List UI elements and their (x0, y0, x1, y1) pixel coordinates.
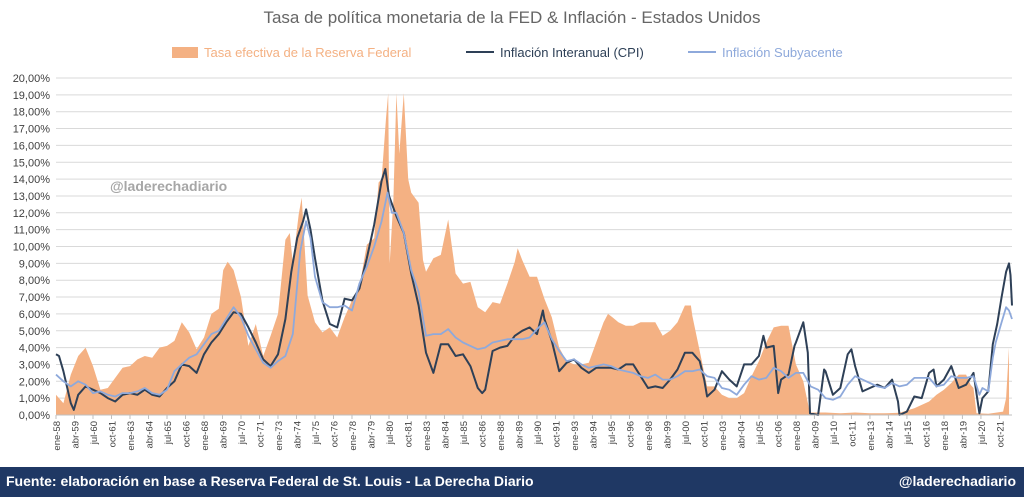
x-tick-label: abr-09 (810, 421, 821, 448)
legend-label-fed-rate: Tasa efectiva de la Reserva Federal (204, 44, 412, 60)
x-tick-label: abr-69 (218, 421, 229, 448)
y-tick-label: 7,00% (19, 292, 50, 304)
x-tick-label: ene-83 (422, 421, 433, 451)
x-tick-label: oct-66 (181, 421, 192, 447)
x-tick-label: oct-11 (847, 421, 858, 447)
y-tick-label: 12,00% (13, 208, 51, 220)
series-line-cpi (55, 168, 1013, 416)
x-tick-label: jul-70 (237, 421, 248, 445)
x-tick-label: oct-96 (625, 421, 636, 447)
x-tick-label: abr-99 (662, 421, 673, 448)
y-tick-label: 10,00% (13, 242, 51, 254)
legend-item-fed-rate: Tasa efectiva de la Reserva Federal (172, 42, 411, 62)
x-tick-label: ene-13 (866, 421, 877, 451)
chart-legend: Tasa efectiva de la Reserva Federal Infl… (0, 42, 1024, 62)
y-tick-label: 8,00% (19, 275, 50, 287)
y-tick-label: 6,00% (19, 309, 50, 321)
x-tick-label: oct-71 (255, 421, 266, 447)
y-tick-label: 18,00% (13, 107, 51, 119)
x-tick-label: oct-21 (995, 421, 1006, 447)
x-tick-label: abr-84 (440, 421, 451, 448)
x-tick-label: abr-64 (144, 421, 155, 448)
x-tick-label: jul-60 (89, 421, 100, 445)
x-tick-label: abr-89 (514, 421, 525, 448)
x-tick-label: ene-98 (644, 421, 655, 451)
legend-label-core: Inflación Subyacente (722, 44, 843, 60)
x-tick-label: ene-68 (200, 421, 211, 451)
x-tick-label: abr-94 (588, 421, 599, 448)
x-tick-label: jul-20 (977, 421, 988, 445)
x-tick-label: abr-79 (366, 421, 377, 448)
x-tick-label: jul-80 (385, 421, 396, 445)
x-tick-label: oct-01 (699, 421, 710, 447)
y-tick-label: 16,00% (13, 140, 51, 152)
legend-label-cpi: Inflación Interanual (CPI) (500, 44, 644, 60)
x-tick-label: ene-03 (718, 421, 729, 451)
x-tick-label: ene-88 (496, 421, 507, 451)
x-tick-label: jul-00 (681, 421, 692, 445)
watermark: @laderechadiario (110, 178, 228, 194)
x-tick-label: ene-93 (570, 421, 581, 451)
x-tick-label: jul-65 (163, 421, 174, 445)
y-tick-label: 20,00% (13, 73, 51, 85)
y-tick-label: 14,00% (13, 174, 51, 186)
x-tick-label: abr-14 (884, 421, 895, 448)
x-tick-label: abr-19 (958, 421, 969, 448)
y-tick-label: 0,00% (19, 410, 50, 422)
legend-item-cpi: Inflación Interanual (CPI) (466, 42, 644, 62)
x-tick-label: ene-08 (792, 421, 803, 451)
y-tick-label: 9,00% (19, 258, 50, 270)
x-tick-label: ene-58 (52, 421, 63, 451)
x-tick-label: oct-91 (551, 421, 562, 447)
x-tick-label: jul-95 (607, 421, 618, 445)
x-tick-label: oct-86 (477, 421, 488, 447)
y-tick-label: 17,00% (13, 124, 51, 136)
x-tick-label: ene-73 (274, 421, 285, 451)
x-tick-label: oct-61 (107, 421, 118, 447)
x-tick-label: ene-18 (940, 421, 951, 451)
x-tick-label: jul-85 (459, 421, 470, 445)
y-tick-label: 19,00% (13, 90, 51, 102)
x-tick-label: abr-74 (292, 421, 303, 448)
x-tick-label: jul-90 (533, 421, 544, 445)
x-tick-label: abr-04 (736, 421, 747, 448)
y-tick-label: 5,00% (19, 326, 50, 338)
legend-swatch-core (688, 51, 716, 53)
x-tick-label: ene-63 (126, 421, 137, 451)
x-tick-label: abr-59 (70, 421, 81, 448)
y-tick-label: 11,00% (14, 225, 51, 237)
x-tick-label: oct-16 (921, 421, 932, 447)
y-tick-label: 2,00% (19, 376, 50, 388)
footer-source: Fuente: elaboración en base a Reserva Fe… (6, 473, 534, 489)
x-tick-label: oct-81 (403, 421, 414, 447)
y-tick-label: 13,00% (13, 191, 51, 203)
y-tick-label: 3,00% (19, 359, 50, 371)
chart-plot: 0,00% 1,00% 2,00% 3,00% 4,00% 5,00% 6,00% 7,00%… (13, 73, 1013, 451)
x-tick-label: jul-05 (755, 421, 766, 445)
y-tick-label: 4,00% (19, 343, 50, 355)
x-tick-label: oct-76 (329, 421, 340, 447)
x-tick-label: ene-78 (348, 421, 359, 451)
legend-swatch-cpi (466, 51, 494, 53)
legend-swatch-fed-rate (172, 46, 198, 58)
x-tick-label: oct-06 (773, 421, 784, 447)
y-tick-label: 1,00% (19, 393, 50, 405)
chart-title: Tasa de política monetaria de la FED & I… (263, 8, 761, 27)
legend-item-core: Inflación Subyacente (688, 42, 843, 62)
y-tick-label: 15,00% (13, 157, 51, 169)
footer-bar: Fuente: elaboración en base a Reserva Fe… (0, 467, 1024, 497)
series-area-fed-rate (56, 93, 1010, 415)
x-tick-label: jul-10 (829, 421, 840, 445)
series-line-core (55, 191, 1013, 401)
x-tick-label: jul-75 (311, 421, 322, 445)
x-tick-label: jul-15 (903, 421, 914, 445)
footer-handle: @laderechadiario (898, 473, 1016, 489)
